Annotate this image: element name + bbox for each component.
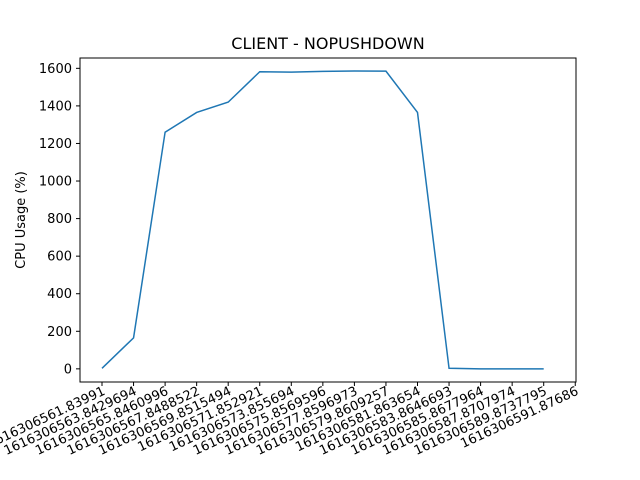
chart-title: CLIENT - NOPUSHDOWN	[231, 34, 424, 53]
y-axis: 0 200 400 600 800 1000 1200 1400 1600	[39, 62, 80, 377]
y-tick-label: 600	[47, 250, 72, 265]
series-line-cpu-usage	[101, 70, 544, 370]
y-tick-label: 1000	[39, 175, 72, 190]
y-tick-label: 1600	[39, 62, 72, 77]
y-tick-label: 0	[64, 362, 72, 377]
y-tick-label: 200	[47, 325, 72, 340]
y-tick-label: 1200	[39, 137, 72, 152]
y-tick-label: 1400	[39, 99, 72, 114]
x-axis: 1616306561.839911616306563.8429694161630…	[0, 382, 581, 459]
plot-area	[79, 57, 577, 383]
y-axis-label: CPU Usage (%)	[14, 171, 29, 269]
y-tick-label: 400	[47, 287, 72, 302]
y-tick-label: 800	[47, 212, 72, 227]
